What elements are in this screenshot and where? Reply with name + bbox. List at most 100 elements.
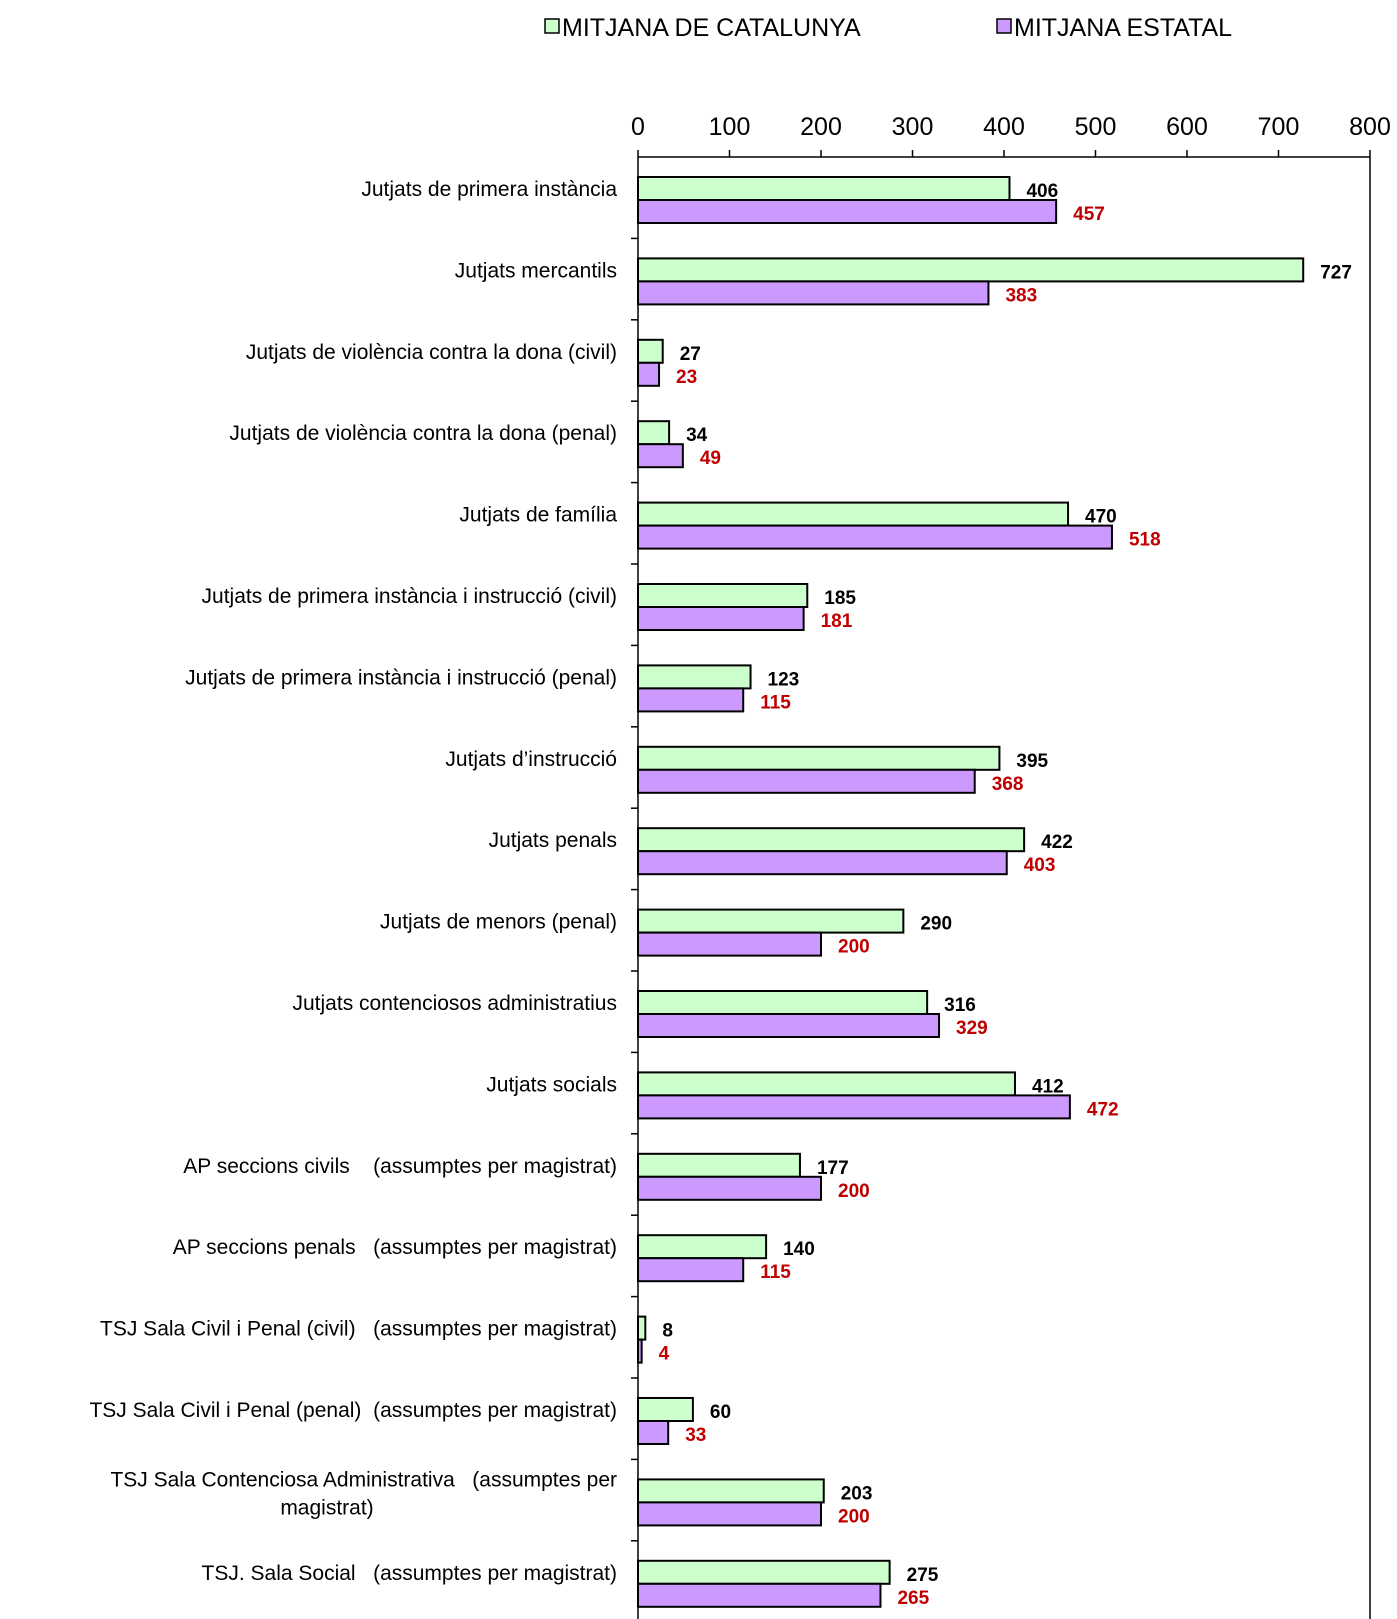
bar-estatal bbox=[637, 1094, 1071, 1120]
value-label-estatal: 49 bbox=[700, 448, 721, 469]
x-tick-label: 100 bbox=[709, 113, 751, 141]
bar-estatal bbox=[637, 1501, 822, 1527]
value-label-estatal: 383 bbox=[1005, 285, 1037, 306]
category-label: Jutjats d’instrucció bbox=[445, 748, 617, 771]
bar-estatal bbox=[637, 687, 745, 713]
value-label-catalunya: 275 bbox=[907, 1565, 939, 1586]
value-label-catalunya: 412 bbox=[1032, 1076, 1064, 1097]
value-label-catalunya: 60 bbox=[710, 1402, 731, 1423]
x-tick-label: 800 bbox=[1349, 113, 1391, 141]
bar-estatal bbox=[637, 931, 822, 957]
value-label-estatal: 33 bbox=[685, 1425, 706, 1446]
value-label-catalunya: 406 bbox=[1026, 181, 1058, 202]
value-label-catalunya: 395 bbox=[1016, 751, 1048, 772]
category-label: AP seccions civils (assumptes per magist… bbox=[183, 1155, 617, 1178]
bar-estatal bbox=[637, 443, 684, 469]
x-tick-label: 0 bbox=[631, 113, 645, 141]
category-label: Jutjats de primera instància bbox=[361, 178, 617, 201]
bar-catalunya bbox=[637, 257, 1305, 283]
category-label: TSJ Sala Civil i Penal (penal) (assumpte… bbox=[89, 1399, 617, 1422]
value-label-estatal: 329 bbox=[956, 1018, 988, 1039]
category-label: Jutjats de violència contra la dona (pen… bbox=[229, 422, 617, 445]
legend-swatch-estatal bbox=[996, 18, 1012, 34]
value-label-estatal: 200 bbox=[838, 937, 870, 958]
bar-estatal bbox=[637, 606, 805, 631]
category-label: AP seccions penals (assumptes per magist… bbox=[173, 1236, 617, 1259]
bar-estatal bbox=[637, 1013, 941, 1038]
legend-swatch-catalunya bbox=[544, 18, 560, 34]
legend-label-catalunya: MITJANA DE CATALUNYA bbox=[562, 14, 861, 42]
bar-estatal bbox=[637, 280, 990, 306]
bar-catalunya bbox=[637, 1559, 891, 1585]
bar-catalunya bbox=[637, 908, 905, 934]
value-label-estatal: 368 bbox=[992, 774, 1024, 795]
bar-catalunya bbox=[637, 1478, 825, 1504]
value-label-catalunya: 316 bbox=[944, 995, 976, 1016]
category-label: Jutjats de primera instància i instrucci… bbox=[185, 666, 617, 689]
x-tick-label: 300 bbox=[892, 113, 934, 141]
bar-catalunya bbox=[637, 1397, 694, 1422]
value-label-estatal: 265 bbox=[897, 1588, 929, 1609]
labels: 406 457 Jutjats de primera instància 727 383… bbox=[89, 178, 1351, 1609]
x-tick-label: 400 bbox=[983, 113, 1025, 141]
category-label: Jutjats de violència contra la dona (civ… bbox=[246, 341, 617, 364]
x-tick-label: 700 bbox=[1258, 113, 1300, 141]
value-label-catalunya: 34 bbox=[686, 425, 708, 446]
value-label-catalunya: 140 bbox=[783, 1239, 815, 1260]
category-label: TSJ Sala Civil i Penal (civil) (assumpte… bbox=[100, 1318, 617, 1341]
value-label-catalunya: 470 bbox=[1085, 507, 1117, 528]
bar-catalunya bbox=[637, 1315, 647, 1341]
bar-estatal bbox=[637, 524, 1113, 550]
bar-estatal bbox=[637, 1175, 822, 1201]
bar-catalunya bbox=[637, 338, 664, 364]
category-label: Jutjats penals bbox=[489, 829, 617, 852]
category-label: TSJ Sala Contenciosa Administrativa (ass… bbox=[110, 1468, 617, 1491]
bar-catalunya bbox=[637, 990, 929, 1015]
value-label-estatal: 115 bbox=[760, 1262, 791, 1283]
category-label: Jutjats de primera instància i instrucci… bbox=[202, 585, 617, 608]
bar-estatal bbox=[637, 1257, 745, 1283]
bar-catalunya bbox=[637, 420, 671, 446]
bar-estatal bbox=[637, 361, 661, 387]
category-label: Jutjats mercantils bbox=[455, 259, 617, 282]
bar-catalunya bbox=[637, 745, 1001, 771]
bar-estatal bbox=[637, 1420, 670, 1445]
value-label-catalunya: 27 bbox=[680, 344, 701, 365]
x-tick-label: 200 bbox=[800, 113, 842, 141]
category-label: Jutjats de família bbox=[459, 504, 617, 527]
bar-estatal bbox=[637, 199, 1058, 224]
legend-label-estatal: MITJANA ESTATAL bbox=[1014, 14, 1232, 42]
value-label-catalunya: 8 bbox=[662, 1321, 673, 1342]
value-label-catalunya: 123 bbox=[768, 669, 800, 690]
bar-estatal bbox=[637, 1582, 882, 1608]
axis: 0 100 200 300 400 500 600 700 800 bbox=[631, 113, 1391, 1619]
value-label-estatal: 115 bbox=[760, 692, 791, 713]
category-label: Jutjats de menors (penal) bbox=[380, 911, 617, 934]
bar-catalunya bbox=[637, 827, 1026, 853]
bar-estatal bbox=[637, 850, 1008, 876]
bar-catalunya bbox=[637, 664, 752, 690]
category-label-line2: magistrat) bbox=[280, 1496, 373, 1519]
value-label-catalunya: 185 bbox=[824, 588, 856, 609]
category-label: TSJ. Sala Social (assumptes per magistra… bbox=[202, 1562, 617, 1585]
category-label: Jutjats socials bbox=[486, 1073, 617, 1096]
x-tick-label: 600 bbox=[1166, 113, 1208, 141]
value-label-catalunya: 177 bbox=[817, 1158, 849, 1179]
value-label-estatal: 23 bbox=[676, 367, 697, 388]
value-label-estatal: 200 bbox=[838, 1506, 870, 1527]
value-label-estatal: 457 bbox=[1073, 204, 1105, 225]
bar-catalunya bbox=[637, 583, 809, 608]
value-label-catalunya: 422 bbox=[1041, 832, 1073, 853]
value-label-estatal: 181 bbox=[821, 611, 853, 632]
value-label-catalunya: 290 bbox=[920, 914, 952, 935]
bar-catalunya bbox=[637, 501, 1070, 527]
bar-catalunya bbox=[637, 1234, 768, 1260]
x-tick-label: 500 bbox=[1075, 113, 1117, 141]
value-label-catalunya: 727 bbox=[1320, 262, 1352, 283]
value-label-estatal: 403 bbox=[1024, 855, 1056, 876]
value-label-estatal: 518 bbox=[1129, 530, 1161, 551]
bars bbox=[637, 176, 1305, 1608]
bar-estatal bbox=[637, 768, 976, 794]
value-label-estatal: 4 bbox=[659, 1344, 670, 1365]
